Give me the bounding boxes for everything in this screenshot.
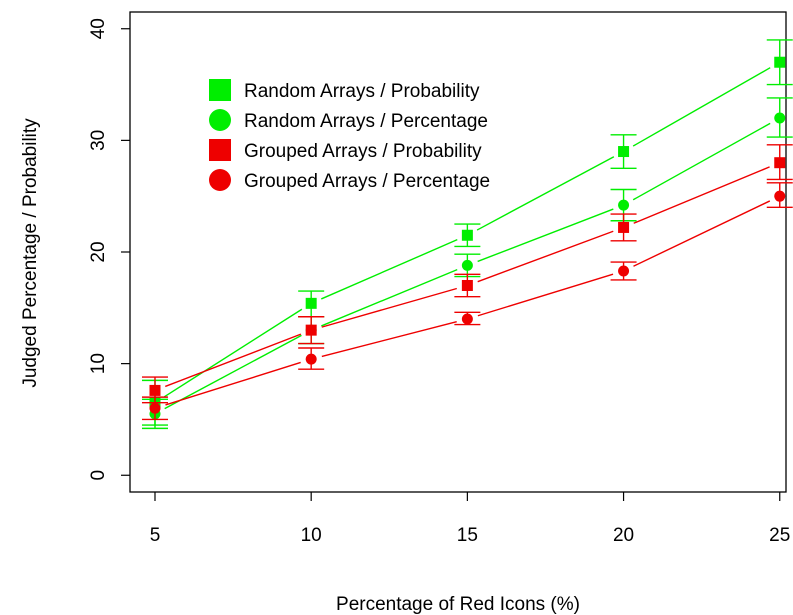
legend-circle-icon — [209, 109, 231, 131]
x-axis-title: Percentage of Red Icons (%) — [336, 594, 580, 615]
series-line-segment — [476, 156, 615, 231]
legend-item: Random Arrays / Probability — [209, 79, 480, 102]
data-point-circle — [774, 190, 786, 202]
data-point-circle — [305, 353, 317, 365]
legend-label: Random Arrays / Percentage — [244, 111, 488, 132]
y-tick-label: 10 — [88, 353, 109, 374]
legend-square-icon — [209, 139, 231, 161]
x-tick-label: 5 — [150, 525, 161, 546]
series-4 — [141, 182, 793, 421]
data-point-circle — [774, 112, 786, 124]
legend-item: Grouped Arrays / Probability — [209, 139, 482, 162]
series-line-segment — [163, 308, 303, 398]
series-line-segment — [632, 67, 771, 147]
y-axis-title: Judged Percentage / Probability — [20, 118, 41, 388]
legend-item: Grouped Arrays / Percentage — [209, 169, 490, 192]
series-line-segment — [321, 287, 457, 328]
y-tick-label: 20 — [88, 241, 109, 262]
data-point-circle — [618, 265, 630, 277]
data-point-square — [305, 297, 317, 309]
data-point-square — [618, 146, 630, 158]
x-tick-label: 25 — [769, 525, 790, 546]
legend-square-icon — [209, 79, 231, 101]
legend: Random Arrays / Probability Random Arrays… — [209, 79, 490, 192]
series-line-segment — [165, 333, 302, 388]
series-line-segment — [164, 334, 302, 410]
series-line-segment — [321, 321, 457, 358]
series-line-segment — [321, 268, 458, 327]
data-point-square — [774, 56, 786, 68]
y-tick-label: 0 — [88, 470, 109, 481]
data-point-circle — [461, 313, 473, 325]
legend-label: Random Arrays / Probability — [244, 81, 480, 102]
series-line-segment — [633, 166, 770, 224]
series-line-segment — [320, 239, 458, 300]
data-point-circle — [149, 402, 161, 414]
data-point-circle — [461, 259, 473, 271]
data-point-square — [149, 384, 161, 396]
series-line-segment — [477, 273, 614, 317]
y-axis: 0 10 20 30 40 — [88, 18, 130, 481]
x-axis: 5 10 15 20 25 — [150, 492, 790, 546]
series-line-segment — [633, 200, 771, 267]
x-tick-label: 10 — [301, 525, 322, 546]
series-line-segment — [477, 208, 614, 263]
data-point-square — [461, 229, 473, 241]
data-point-square — [305, 324, 317, 336]
y-tick-label: 30 — [88, 130, 109, 151]
data-point-square — [461, 279, 473, 291]
series-line-segment — [632, 122, 771, 201]
data-point-square — [774, 157, 786, 169]
series-3 — [141, 144, 793, 404]
y-tick-label: 40 — [88, 18, 109, 39]
legend-circle-icon — [209, 169, 231, 191]
legend-item: Random Arrays / Percentage — [209, 109, 488, 132]
legend-label: Grouped Arrays / Probability — [244, 141, 482, 162]
series-line-segment — [165, 361, 301, 406]
series-line-segment — [477, 230, 614, 283]
legend-label: Grouped Arrays / Percentage — [244, 171, 490, 192]
x-tick-label: 20 — [613, 525, 634, 546]
data-point-circle — [618, 199, 630, 211]
data-point-square — [618, 221, 630, 233]
x-tick-label: 15 — [457, 525, 478, 546]
series-layer — [141, 39, 793, 430]
series-2 — [141, 97, 793, 430]
